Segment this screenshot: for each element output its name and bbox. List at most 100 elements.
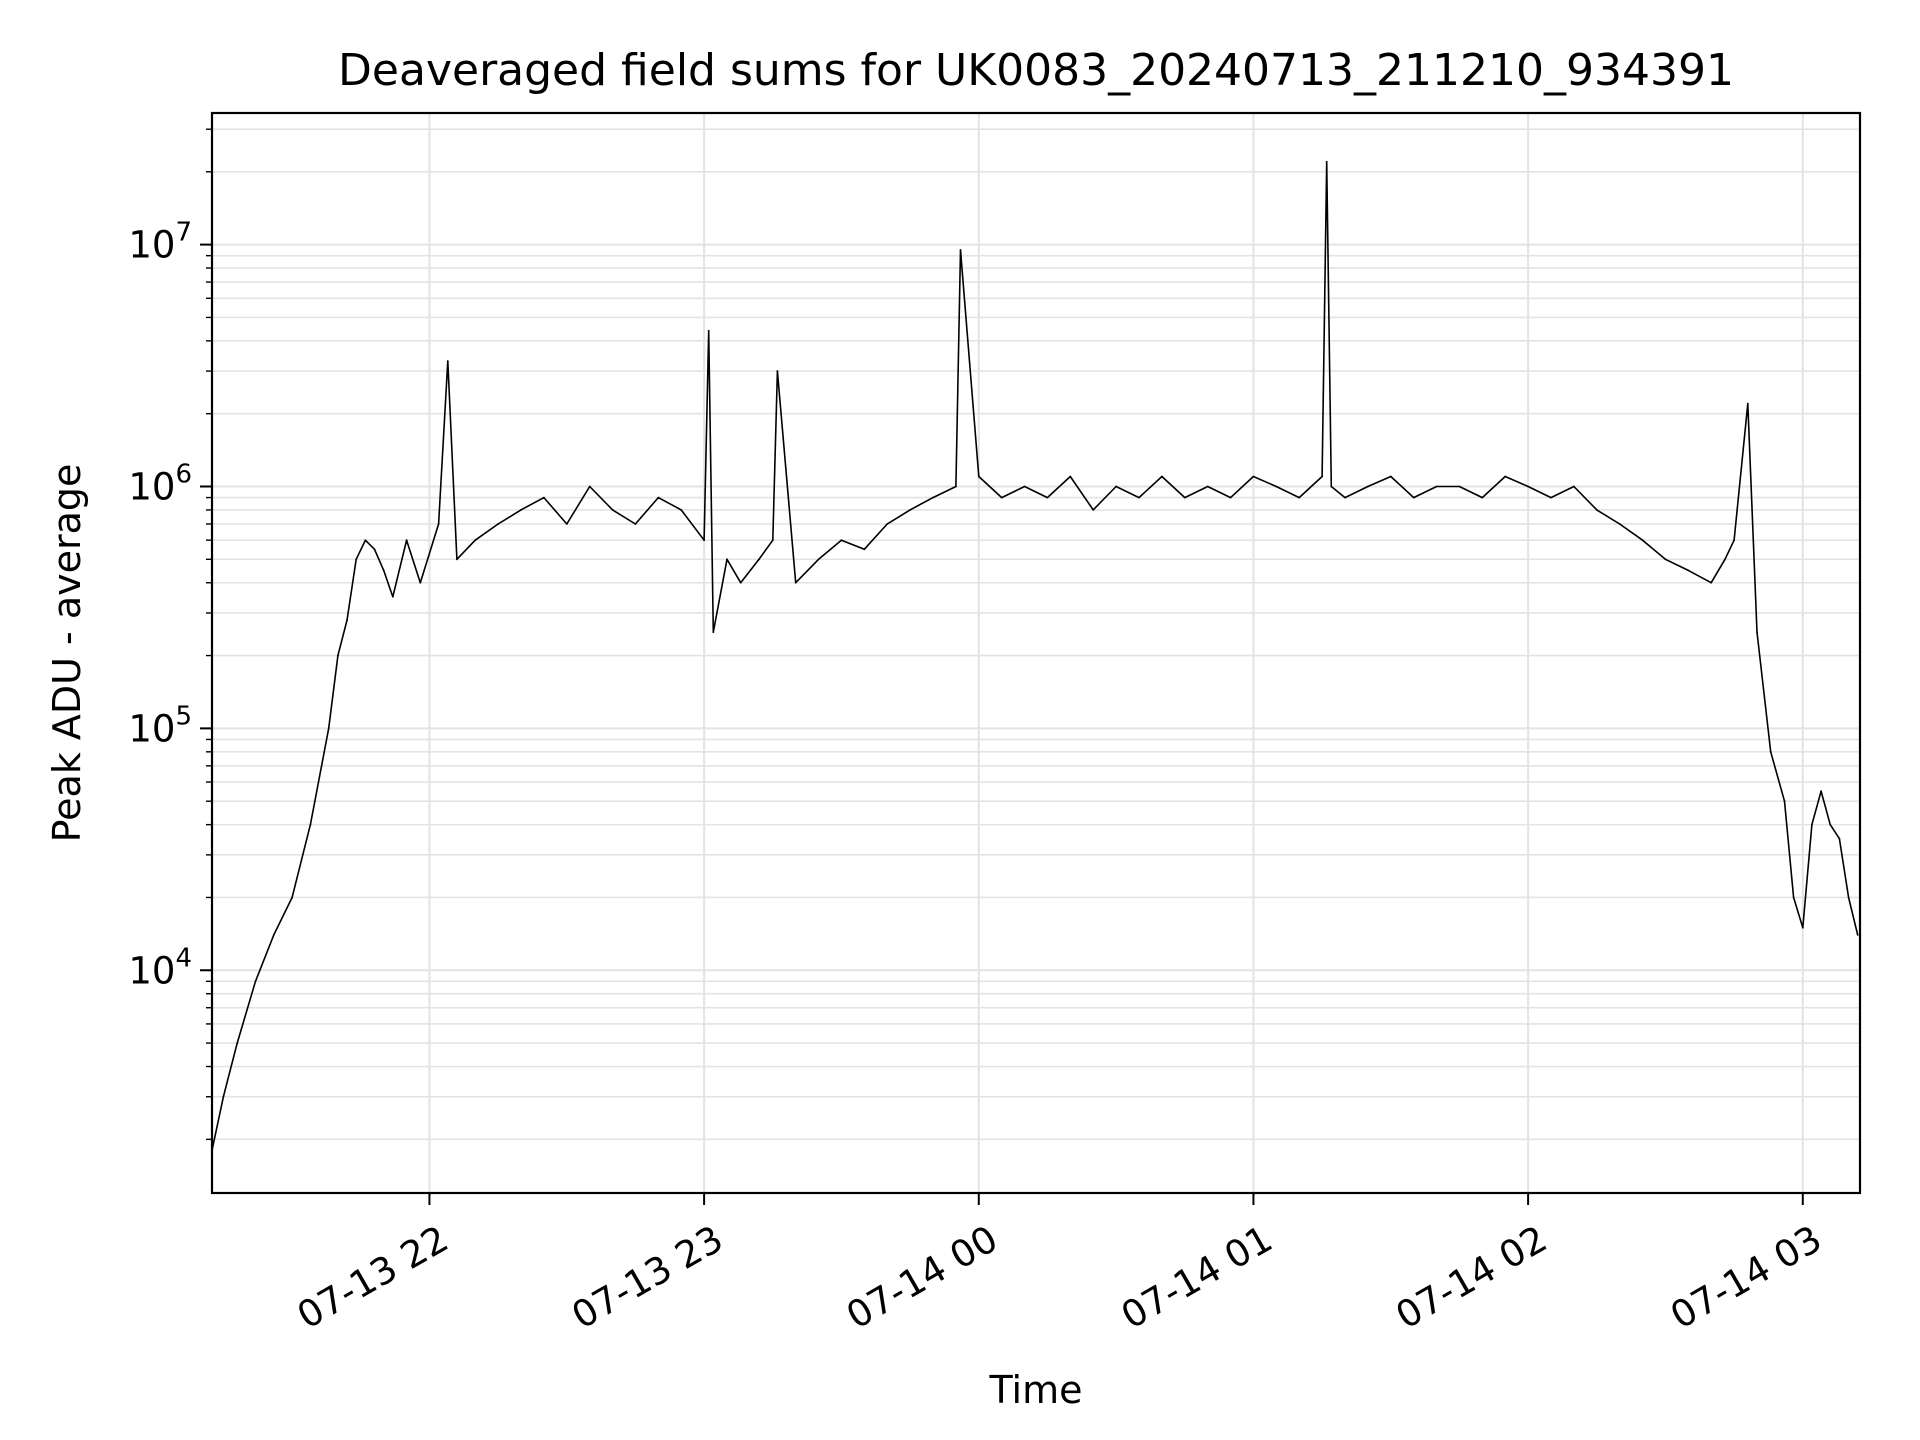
data-point bbox=[1092, 509, 1095, 511]
data-point bbox=[1746, 402, 1749, 405]
data-point bbox=[1275, 485, 1278, 488]
x-tick-label: 07-14 01 bbox=[1114, 1217, 1280, 1337]
data-point bbox=[1550, 496, 1552, 499]
data-point bbox=[739, 581, 742, 584]
data-point bbox=[771, 539, 774, 542]
data-point bbox=[565, 523, 568, 525]
y-tick-label: 104 bbox=[128, 943, 192, 992]
x-tick-label: 07-13 22 bbox=[290, 1217, 456, 1337]
series-line bbox=[211, 161, 1859, 1151]
data-point bbox=[355, 558, 358, 561]
data-point bbox=[909, 509, 911, 511]
data-point bbox=[474, 539, 477, 542]
data-point bbox=[1138, 496, 1140, 499]
x-axis-ticks: 07-13 22 07-13 23 07-14 00 07-14 01 07-14 02… bbox=[290, 1193, 1829, 1338]
grid bbox=[212, 113, 1860, 1193]
data-point bbox=[1115, 485, 1117, 488]
data-point bbox=[1783, 800, 1786, 803]
data-point bbox=[959, 249, 962, 251]
data-point bbox=[1504, 475, 1507, 478]
data-point bbox=[1573, 485, 1575, 488]
data-point bbox=[758, 558, 760, 561]
y-axis-label: Peak ADU - average bbox=[45, 464, 89, 843]
data-point bbox=[291, 896, 293, 899]
data-point bbox=[236, 1042, 239, 1044]
data-point bbox=[1641, 539, 1644, 542]
data-point bbox=[1252, 475, 1255, 478]
data-point bbox=[1811, 823, 1813, 826]
data-point bbox=[1330, 485, 1333, 488]
data-point bbox=[327, 727, 330, 730]
data-point bbox=[611, 509, 614, 511]
data-point bbox=[1769, 750, 1772, 753]
x-tick-label: 07-14 00 bbox=[839, 1217, 1005, 1337]
data-point bbox=[1829, 823, 1832, 826]
data-point bbox=[1710, 581, 1713, 584]
data-point bbox=[1298, 496, 1301, 499]
y-tick-label: 107 bbox=[128, 218, 192, 267]
data-point bbox=[337, 654, 339, 657]
data-point bbox=[1046, 496, 1049, 499]
data-point bbox=[405, 539, 408, 542]
data-point bbox=[391, 595, 394, 598]
data-point bbox=[1756, 631, 1758, 633]
data-point bbox=[373, 548, 376, 551]
data-point bbox=[497, 523, 499, 525]
data-point bbox=[588, 485, 591, 488]
plot-frame bbox=[210, 111, 1862, 1195]
data-point bbox=[955, 485, 957, 488]
data-point bbox=[1527, 485, 1529, 488]
data-point bbox=[1325, 160, 1328, 163]
data-point bbox=[1344, 496, 1346, 499]
data-point bbox=[794, 581, 797, 584]
data-point bbox=[1724, 558, 1726, 561]
data-point bbox=[680, 509, 683, 511]
y-axis-ticks: 104 105 106 107 bbox=[128, 128, 212, 1141]
data-point bbox=[703, 539, 705, 542]
data-point bbox=[1733, 539, 1735, 542]
y-tick-label: 106 bbox=[128, 459, 192, 508]
data-point bbox=[1183, 496, 1186, 499]
data-point bbox=[1618, 523, 1621, 525]
data-point bbox=[657, 496, 660, 499]
data-point bbox=[1792, 896, 1795, 899]
data-point bbox=[863, 548, 866, 551]
data-point bbox=[840, 539, 843, 542]
data-point bbox=[382, 569, 385, 572]
data-point bbox=[1687, 569, 1690, 572]
data-point bbox=[1820, 790, 1822, 793]
data-point bbox=[309, 823, 312, 826]
data-point bbox=[346, 619, 348, 622]
data-point bbox=[1412, 496, 1415, 499]
data-point bbox=[456, 558, 458, 561]
data-point bbox=[1389, 475, 1392, 478]
data-point bbox=[437, 523, 440, 525]
data-point bbox=[932, 496, 934, 499]
data-point bbox=[1367, 485, 1369, 488]
data-point bbox=[817, 558, 820, 561]
data-point bbox=[1206, 485, 1209, 488]
data-point bbox=[977, 475, 980, 478]
data-point bbox=[712, 631, 715, 633]
data-point bbox=[254, 980, 257, 983]
data-point bbox=[520, 509, 522, 511]
data-point bbox=[1458, 485, 1461, 488]
data-point bbox=[1000, 496, 1003, 499]
data-point bbox=[707, 329, 710, 332]
data-point bbox=[1838, 837, 1841, 840]
data-point bbox=[1435, 485, 1438, 488]
data-layer bbox=[211, 160, 1859, 1152]
data-point bbox=[776, 370, 779, 372]
data-point bbox=[1023, 485, 1026, 488]
data-point bbox=[1847, 896, 1850, 899]
x-tick-label: 07-14 03 bbox=[1663, 1217, 1829, 1337]
data-point bbox=[272, 934, 275, 936]
data-point bbox=[886, 523, 889, 525]
chart-title: Deaveraged field sums for UK0083_2024071… bbox=[338, 45, 1734, 96]
data-point bbox=[1801, 926, 1804, 929]
data-point bbox=[543, 496, 545, 499]
data-point bbox=[1161, 475, 1163, 478]
data-point bbox=[1856, 934, 1859, 936]
